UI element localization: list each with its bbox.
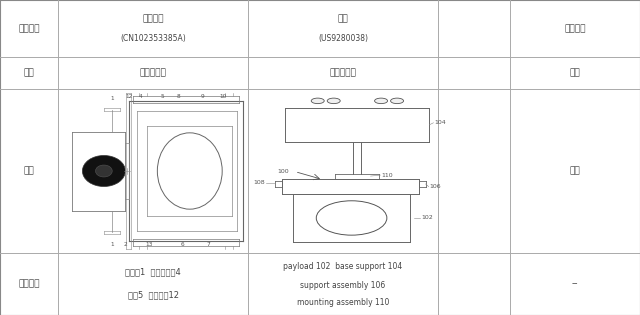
Text: 8: 8 [177,94,180,100]
Text: 1: 1 [111,242,115,247]
Text: 合带5  摊像机朴12: 合带5 摊像机朴12 [127,291,179,300]
Ellipse shape [83,156,125,186]
Text: mounting assembly 110: mounting assembly 110 [297,298,389,307]
Text: 元件名称: 元件名称 [19,279,40,289]
Text: 2: 2 [124,242,127,247]
Text: 9: 9 [201,94,205,100]
Text: 1: 1 [111,96,115,101]
Text: 6: 6 [180,242,184,247]
Text: (CN102353385A): (CN102353385A) [120,34,186,43]
Text: 对比文件: 对比文件 [142,14,164,23]
Text: 100: 100 [277,169,289,174]
Text: 110: 110 [381,173,393,178]
Text: 108: 108 [253,180,265,185]
Text: 相同: 相同 [570,68,580,77]
Ellipse shape [311,98,324,104]
Text: 附图: 附图 [24,167,35,175]
Text: 7: 7 [206,242,210,247]
Text: (US9280038): (US9280038) [318,34,368,43]
Text: 本案: 本案 [338,14,348,23]
Text: 4: 4 [138,94,142,100]
Text: payload 102  base support 104: payload 102 base support 104 [284,262,403,271]
Text: 5: 5 [161,94,164,100]
Text: 无人机云台: 无人机云台 [330,68,356,77]
Ellipse shape [390,98,404,104]
Text: 13: 13 [146,242,153,247]
Text: 10: 10 [220,94,227,100]
Ellipse shape [374,98,388,104]
Text: 比对结果: 比对结果 [564,24,586,33]
Ellipse shape [327,98,340,104]
Text: 106: 106 [429,184,441,189]
Text: 无人机云台: 无人机云台 [140,68,166,77]
Text: 12: 12 [125,94,132,100]
Text: 领域: 领域 [24,68,35,77]
Text: 摊像机1  摊像机机杁4: 摊像机1 摊像机机杁4 [125,267,181,276]
Ellipse shape [95,165,112,177]
Text: support assembly 106: support assembly 106 [300,281,386,290]
Text: 诉争专利: 诉争专利 [19,24,40,33]
Text: 104: 104 [435,120,446,125]
Text: 102: 102 [421,215,433,220]
Text: --: -- [572,279,579,289]
Text: 相近: 相近 [570,167,580,175]
